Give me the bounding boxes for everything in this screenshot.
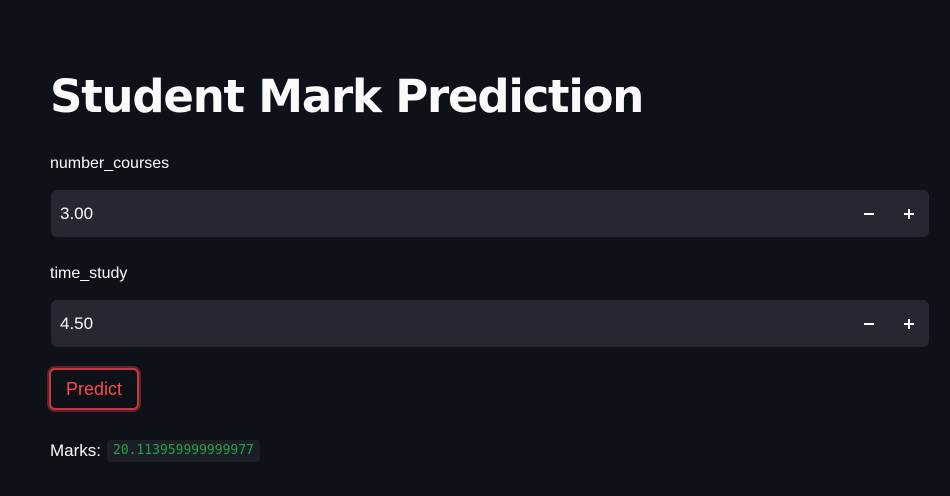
number-courses-label: number_courses xyxy=(50,155,170,172)
number-courses-value[interactable]: 3.00 xyxy=(60,204,94,223)
number-courses-increment-button[interactable] xyxy=(889,190,929,237)
time-study-decrement-button[interactable] xyxy=(849,300,889,347)
time-study-value[interactable]: 4.50 xyxy=(60,314,94,333)
plus-icon xyxy=(904,318,914,329)
time-study-input[interactable]: 4.50 xyxy=(51,300,929,347)
number-courses-decrement-button[interactable] xyxy=(849,190,889,237)
result-label: Marks: xyxy=(50,441,101,460)
minus-icon xyxy=(864,212,874,215)
result-value: 20.113959999999977 xyxy=(107,440,260,462)
predict-button[interactable]: Predict xyxy=(49,368,139,410)
minus-icon xyxy=(864,322,874,325)
result-line: Marks: 20.113959999999977 xyxy=(50,439,260,463)
plus-icon xyxy=(904,208,914,219)
page-title: Student Mark Prediction xyxy=(50,70,644,123)
time-study-increment-button[interactable] xyxy=(889,300,929,347)
time-study-label: time_study xyxy=(50,265,128,282)
number-courses-input[interactable]: 3.00 xyxy=(51,190,929,237)
